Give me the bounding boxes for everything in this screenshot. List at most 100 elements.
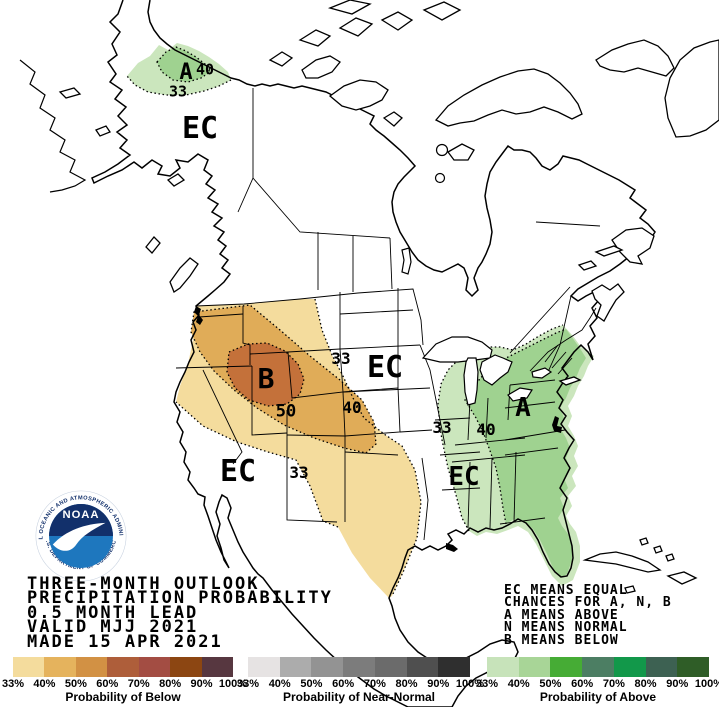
map-label-40-alaska: 40: [195, 60, 215, 79]
hispaniola: [666, 571, 698, 585]
colorbar-swatch: [487, 657, 519, 677]
text-line: N MEANS NORMAL: [504, 620, 628, 636]
text-line: A MEANS ABOVE: [504, 607, 619, 623]
greenland-edge: [664, 39, 719, 138]
text-line: 0.5 MONTH LEAD: [27, 602, 199, 623]
colorbar-tick-label: 90%: [666, 678, 689, 690]
map-label-40-ohiovalley: 40: [476, 420, 496, 439]
colorbar-tick-label: 80%: [634, 678, 657, 690]
nova-scotia: [591, 283, 625, 322]
below-normal-region: [176, 299, 421, 598]
colorbar-swatch: [170, 657, 202, 677]
text-line: EC MEANS EQUAL: [504, 583, 628, 598]
colorbar-ticks: 33% 40% 50% 60% 70% 80% 90% 100%: [237, 677, 484, 690]
colorbar-swatch: [248, 657, 280, 677]
lake-superior: [421, 336, 493, 363]
colorbar-ticks: 33% 40% 50% 60% 70% 80% 90% 100%: [2, 677, 247, 690]
colorbar-swatch: [677, 657, 710, 677]
russia-coast: [19, 59, 87, 193]
water-details: [194, 306, 562, 552]
map-label-40-plains: 40: [342, 398, 362, 417]
noaa-logo: NATIONAL OCEANIC AND ATMOSPHERIC ADMINIS…: [34, 489, 127, 582]
map-label-33-alaska: 33: [168, 82, 188, 101]
colorbar-swatches: [248, 657, 471, 677]
lake-erie: [507, 387, 533, 402]
cuba: [582, 551, 662, 573]
puget-sound: [194, 306, 203, 325]
lake-huron: [479, 354, 513, 386]
map-label-a-east: A: [515, 393, 531, 423]
colorbar-tick-label: 60%: [332, 678, 355, 690]
colorbar-tick-label: 33%: [236, 678, 260, 690]
colorbar-swatches: [13, 657, 233, 677]
colorbar-tick-label: 60%: [571, 678, 594, 690]
text-line: B MEANS BELOW: [504, 632, 619, 648]
lake-ontario: [531, 367, 553, 379]
colorbar-tick-label: 60%: [96, 678, 119, 690]
great-slave-lake: [434, 172, 446, 184]
colorbar-swatch: [582, 657, 614, 677]
colorbar-tick-label: 100%: [218, 678, 248, 690]
above-40-area-alaska: [157, 47, 210, 82]
map-label-b-west: B: [257, 362, 275, 395]
state-province-borders: [175, 88, 601, 541]
long-island: [558, 376, 582, 386]
mississippi-delta: [446, 543, 458, 552]
colorbar-tick-label: 33%: [1, 678, 25, 690]
colorbar-tick-label: 50%: [539, 678, 562, 690]
colorbar-tick-label: 100%: [694, 678, 719, 690]
colorbar-tick-label: 33%: [475, 678, 499, 690]
continent-outline: [91, 0, 656, 707]
map-label-ec-alaska: EC: [181, 111, 219, 146]
colorbar-swatch: [518, 657, 551, 677]
text-line: THREE-MONTH OUTLOOK: [27, 574, 260, 594]
colorbar-above: 33% 40% 50% 60% 70% 80% 90% 100% Probability of …: [476, 657, 719, 707]
colorbar-swatch: [201, 657, 233, 677]
colorbar-swatch: [343, 657, 375, 677]
great-bear-lake: [435, 143, 449, 157]
nunivak-island: [95, 125, 111, 137]
above-40-area-east: [465, 329, 586, 578]
colorbar-tick-label: 80%: [395, 678, 418, 690]
ellesmere-island: [595, 39, 675, 77]
colorbar-tick-label: 40%: [507, 678, 530, 690]
colorbar-below: 33% 40% 50% 60% 70% 80% 90% 100% Probability of …: [2, 657, 247, 707]
great-lakes: [401, 143, 553, 406]
haida-gwaii: [145, 236, 161, 254]
below-50-area: [227, 343, 304, 406]
colorbar-ticks: 33% 40% 50% 60% 70% 80% 90% 100%: [476, 677, 719, 690]
colorbar-swatch: [13, 657, 45, 677]
anticosti-island: [594, 245, 624, 257]
baffin-island: [434, 68, 583, 127]
southampton-island: [447, 143, 475, 161]
kodiak-island: [166, 173, 186, 187]
colorbar-swatch: [44, 657, 76, 677]
title-block: THREE-MONTH OUTLOOK PRECIPITATION PROBABI…: [27, 574, 333, 652]
colorbar-tick-label: 50%: [300, 678, 323, 690]
text-line: PRECIPITATION PROBABILITY: [27, 588, 333, 609]
map-label-ec-southwest: EC: [219, 454, 257, 489]
map-label-ec-south: EC: [448, 462, 480, 492]
colorbar-tick-label: 40%: [33, 678, 56, 690]
colorbar-tick-label: 70%: [602, 678, 625, 690]
colorbar-swatches: [487, 657, 710, 677]
colorbar-tick-label: 40%: [268, 678, 291, 690]
colorbar-tick-label: 80%: [159, 678, 182, 690]
colorbar-swatch: [138, 657, 171, 677]
map-label-33-midwest: 33: [432, 418, 452, 437]
text-line: VALID MJJ 2021: [27, 617, 199, 638]
colorbar-swatch: [374, 657, 407, 677]
st-lawrence-island: [58, 87, 82, 99]
newfoundland: [611, 227, 655, 265]
colorbar-swatch: [107, 657, 139, 677]
colorbar-swatch: [550, 657, 583, 677]
map-label-50-west: 50: [275, 401, 297, 422]
colorbar-swatch: [75, 657, 108, 677]
text-line: MADE 15 APR 2021: [27, 631, 223, 652]
colorbar-swatch: [279, 657, 312, 677]
map-label-a-alaska: A: [179, 60, 193, 85]
colorbar-swatch: [613, 657, 646, 677]
colorbar-caption: Probability of Near-Normal: [282, 690, 436, 704]
